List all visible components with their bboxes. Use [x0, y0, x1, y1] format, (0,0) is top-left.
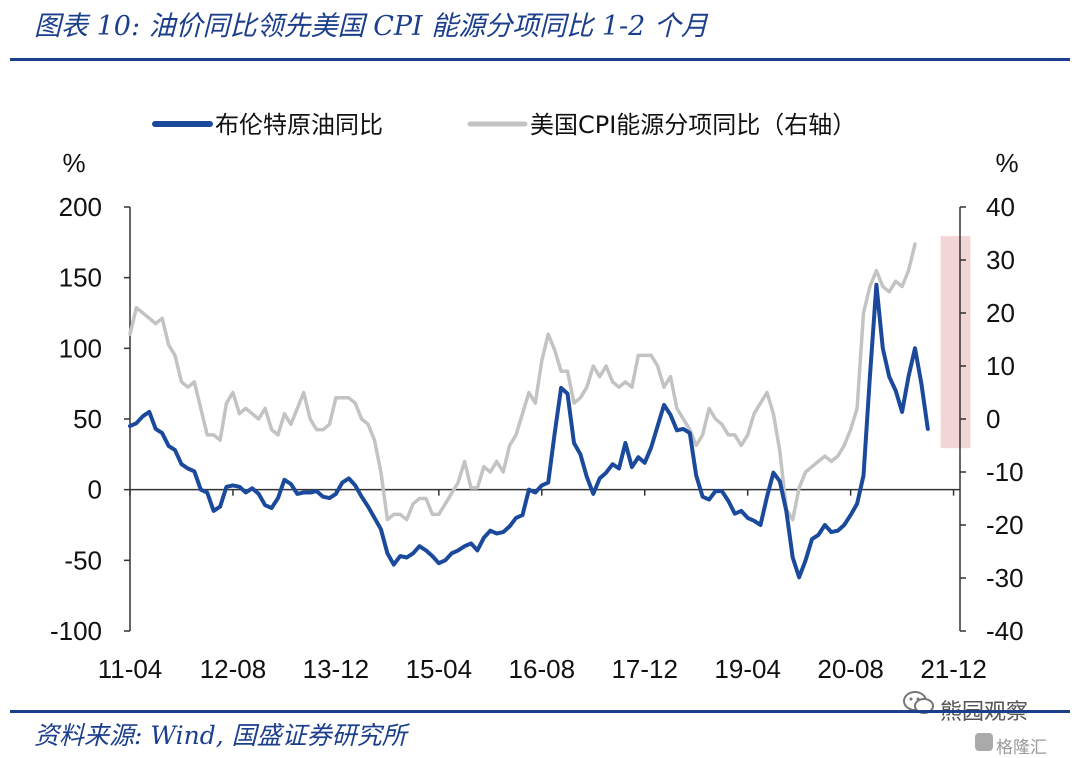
- x-tick-label: 11-04: [98, 654, 163, 684]
- right-tick-label: 0: [986, 404, 1000, 434]
- x-tick-label: 20-08: [817, 654, 884, 684]
- left-tick-label: 100: [59, 333, 102, 363]
- x-tick-label: 19-04: [714, 654, 781, 684]
- x-tick-label: 21-12: [920, 654, 987, 684]
- axes-layer: 200150100500-50-100%403020100-10-20-30-4…: [50, 148, 1024, 684]
- source-note: 资料来源: Wind, 国盛证券研究所: [34, 721, 407, 750]
- right-tick-label: -40: [986, 616, 1024, 646]
- right-tick-label: 20: [986, 298, 1015, 328]
- right-tick-label: 30: [986, 245, 1015, 275]
- left-tick-label: -50: [64, 545, 102, 575]
- gelonghui-icon: [975, 733, 993, 751]
- right-tick-label: -20: [986, 510, 1024, 540]
- x-tick-label: 12-08: [200, 654, 267, 684]
- x-tick-label: 13-12: [303, 654, 370, 684]
- left-tick-label: 150: [59, 263, 102, 293]
- wechat-icon: [902, 689, 936, 721]
- right-tick-label: 10: [986, 351, 1015, 381]
- watermark-subtext: 格隆汇: [996, 738, 1047, 758]
- series-line-brent: [128, 282, 930, 580]
- right-tick-label: 40: [986, 192, 1015, 222]
- top-rule: [10, 58, 1070, 61]
- right-tick-label: -10: [986, 457, 1024, 487]
- highlight-layer: [940, 236, 971, 449]
- left-tick-label: 200: [59, 192, 102, 222]
- right-axis-unit: %: [995, 148, 1018, 178]
- series-line-cpi-energy: [128, 242, 917, 522]
- right-tick-label: -30: [986, 563, 1024, 593]
- bottom-rule: [10, 710, 1070, 713]
- left-tick-label: 0: [88, 475, 102, 505]
- left-tick-label: -100: [50, 616, 102, 646]
- legend-item-brent-label: 布伦特原油同比: [215, 111, 383, 139]
- figure-title: 图表 10: 油价同比领先美国 CPI 能源分项同比 1-2 个月: [34, 11, 708, 42]
- legend-item-cpi-energy-label: 美国CPI能源分项同比（右轴）: [530, 111, 856, 139]
- left-tick-label: 50: [73, 404, 102, 434]
- legend: 布伦特原油同比 美国CPI能源分项同比（右轴）: [152, 111, 856, 139]
- x-tick-label: 17-12: [611, 654, 678, 684]
- highlight-band: [940, 236, 971, 449]
- x-tick-label: 15-04: [406, 654, 473, 684]
- series-layer: [128, 242, 930, 580]
- left-axis-unit: %: [62, 148, 85, 178]
- x-tick-label: 16-08: [509, 654, 576, 684]
